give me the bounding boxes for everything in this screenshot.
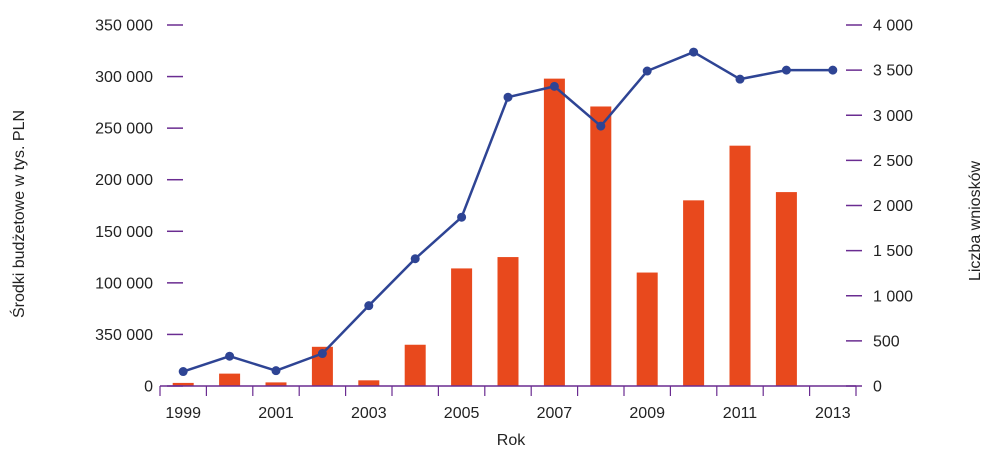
bar bbox=[172, 382, 194, 386]
line-point bbox=[828, 65, 838, 75]
left-y-tick-label: 100 000 bbox=[95, 275, 153, 292]
right-y-tick-label: 0 bbox=[873, 379, 882, 396]
x-tick-label: 2011 bbox=[723, 405, 758, 422]
x-tick-label: 2007 bbox=[537, 405, 573, 422]
bar bbox=[404, 344, 426, 386]
line-point bbox=[410, 254, 420, 264]
line-point bbox=[596, 121, 606, 131]
line-point bbox=[225, 351, 235, 361]
left-y-tick-label: 350 000 bbox=[95, 18, 153, 35]
line-point bbox=[503, 92, 513, 102]
x-tick-label: 2009 bbox=[629, 405, 665, 422]
right-y-tick-label: 3 000 bbox=[873, 108, 913, 125]
right-y-tick-label: 2 500 bbox=[873, 153, 913, 170]
right-y-tick-label: 1 500 bbox=[873, 243, 913, 260]
line-point bbox=[689, 47, 699, 57]
left-y-axis: 0 350 000 100 000 150 000 200 000 250 000 300 … bbox=[95, 18, 183, 396]
bar bbox=[219, 373, 241, 386]
right-y-tick-label: 1 000 bbox=[873, 288, 913, 305]
right-y-axis-title: Liczba wniosków bbox=[967, 161, 984, 282]
right-y-tick-label: 3 500 bbox=[873, 63, 913, 80]
left-y-tick-label: 0 bbox=[144, 379, 153, 396]
bar bbox=[683, 200, 705, 386]
bar bbox=[636, 272, 658, 386]
bar bbox=[451, 268, 473, 386]
x-tick-label: 2013 bbox=[815, 405, 851, 422]
bar bbox=[729, 145, 751, 386]
bar bbox=[497, 257, 519, 386]
line-point bbox=[178, 367, 188, 377]
bar bbox=[543, 78, 565, 387]
left-y-tick-label: 250 000 bbox=[95, 121, 153, 138]
line-point bbox=[781, 65, 791, 75]
left-y-tick-label: 150 000 bbox=[95, 224, 153, 241]
line-point bbox=[317, 349, 327, 359]
right-y-tick-label: 2 000 bbox=[873, 198, 913, 215]
right-y-tick-label: 4 000 bbox=[873, 18, 913, 35]
bar bbox=[265, 382, 287, 386]
x-tick-label: 2005 bbox=[444, 405, 480, 422]
bar bbox=[775, 192, 797, 386]
x-tick-label: 2003 bbox=[351, 405, 387, 422]
x-axis: 1999 2001 2003 2005 2007 2009 2011 2013 bbox=[159, 385, 857, 422]
x-axis-title: Rok bbox=[497, 432, 526, 449]
line-point bbox=[735, 74, 745, 84]
x-tick-label: 1999 bbox=[165, 405, 201, 422]
line-point bbox=[364, 301, 374, 311]
bar bbox=[358, 380, 380, 386]
bar-series bbox=[172, 78, 797, 387]
right-y-tick-label: 500 bbox=[873, 333, 900, 350]
x-tick-label: 2001 bbox=[258, 405, 294, 422]
left-y-axis-title: Środki budżetowe w tys. PLN bbox=[9, 110, 28, 318]
line-series bbox=[178, 47, 838, 377]
left-y-tick-label: 300 000 bbox=[95, 69, 153, 86]
line-point bbox=[271, 366, 281, 376]
left-y-tick-label: 200 000 bbox=[95, 172, 153, 189]
line-point bbox=[457, 212, 467, 222]
right-y-axis: 0 500 1 000 1 500 2 000 2 500 3 000 3 500 4 000 bbox=[846, 18, 913, 396]
line-point bbox=[642, 66, 652, 76]
left-y-tick-label: 350 000 bbox=[95, 327, 153, 344]
bar bbox=[590, 106, 612, 387]
line-point bbox=[549, 81, 559, 91]
